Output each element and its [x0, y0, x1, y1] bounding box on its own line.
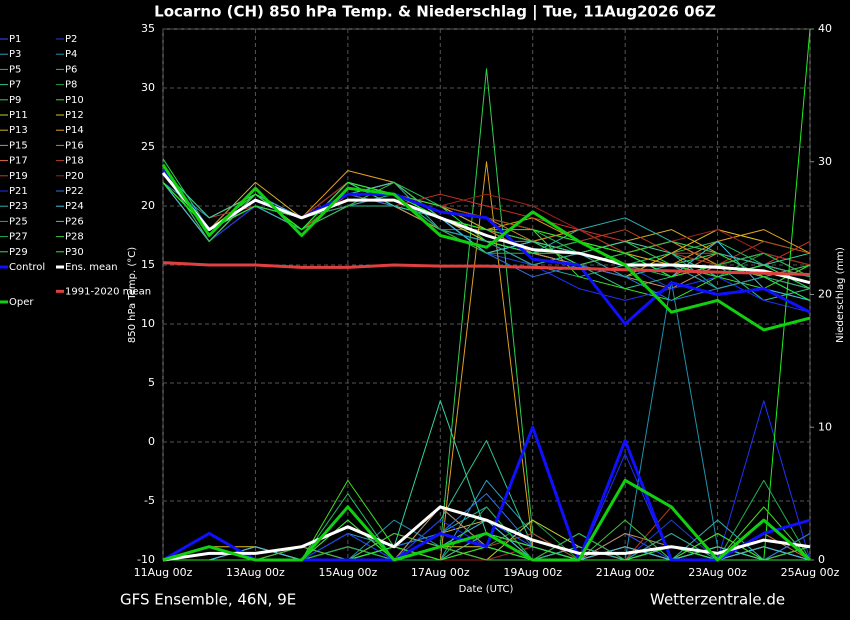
y-tick-label: 0	[148, 435, 155, 448]
x-tick-label: 15Aug 00z	[318, 566, 377, 579]
y2-tick-label: 40	[818, 22, 832, 35]
legend-label: P30	[65, 247, 84, 258]
legend-label: P23	[9, 201, 28, 212]
legend-label: P2	[65, 34, 77, 45]
y-tick-label: 35	[141, 22, 155, 35]
legend-label: P26	[65, 216, 84, 227]
legend-label: P20	[65, 171, 84, 182]
x-tick-label: 11Aug 00z	[134, 566, 193, 579]
legend-label: P7	[9, 80, 21, 91]
legend-label: P9	[9, 95, 21, 106]
x-tick-label: 25Aug 00z	[781, 566, 840, 579]
legend-label: P21	[9, 186, 28, 197]
legend-label: Control	[9, 262, 45, 273]
legend-label: P14	[65, 125, 84, 136]
legend-label: P12	[65, 110, 84, 121]
precip-line	[162, 478, 811, 562]
footer-left: GFS Ensemble, 46N, 9E	[120, 591, 296, 609]
legend-label: Oper	[9, 297, 34, 308]
y-tick-label: 5	[148, 376, 155, 389]
y-tick-label: -5	[144, 494, 155, 507]
legend-label: Ens. mean	[65, 262, 118, 273]
legend-label: P17	[9, 156, 28, 167]
y2-tick-label: 0	[818, 553, 825, 566]
legend-label: P6	[65, 64, 77, 75]
temp-line	[161, 163, 811, 332]
legend-label: P19	[9, 171, 28, 182]
x-tick-label: 19Aug 00z	[503, 566, 562, 579]
x-tick-label: 13Aug 00z	[226, 566, 285, 579]
legend-label: P27	[9, 232, 28, 243]
y2-axis-label: Niederschlag (mm)	[835, 247, 846, 343]
footer-right: Wetterzentrale.de	[650, 591, 785, 609]
legend-label: P24	[65, 201, 84, 212]
y-tick-label: -10	[137, 553, 155, 566]
legend-label: P29	[9, 247, 28, 258]
y-tick-label: 20	[141, 199, 155, 212]
x-tick-label: 21Aug 00z	[596, 566, 655, 579]
y-tick-label: 15	[141, 258, 155, 271]
legend-label: P15	[9, 140, 28, 151]
x-axis-label: Date (UTC)	[459, 584, 514, 595]
legend-label: P3	[9, 49, 21, 60]
y2-tick-label: 10	[818, 420, 832, 433]
legend-label: P8	[65, 80, 77, 91]
y-axis-label: 850 hPa Temp. (°C)	[127, 247, 138, 343]
legend-label: P1	[9, 34, 21, 45]
y-tick-label: 25	[141, 140, 155, 153]
precip-line	[162, 505, 811, 562]
temp-line	[162, 261, 811, 276]
y-tick-label: 30	[141, 81, 155, 94]
x-tick-label: 23Aug 00z	[688, 566, 747, 579]
legend-label: P5	[9, 64, 21, 75]
legend-label: P10	[65, 95, 84, 106]
x-tick-label: 17Aug 00z	[411, 566, 470, 579]
legend-label: 1991-2020 mean	[65, 286, 151, 297]
legend-label: P18	[65, 156, 84, 167]
legend-label: P4	[65, 49, 77, 60]
legend-label: P28	[65, 232, 84, 243]
y-tick-label: 10	[141, 317, 155, 330]
chart-title: Locarno (CH) 850 hPa Temp. & Niederschla…	[154, 3, 716, 22]
legend-label: P13	[9, 125, 28, 136]
y2-tick-label: 20	[818, 288, 832, 301]
y2-tick-label: 30	[818, 155, 832, 168]
legend-label: P11	[9, 110, 28, 121]
legend-label: P22	[65, 186, 84, 197]
legend-label: P16	[65, 140, 84, 151]
legend-label: P25	[9, 216, 28, 227]
